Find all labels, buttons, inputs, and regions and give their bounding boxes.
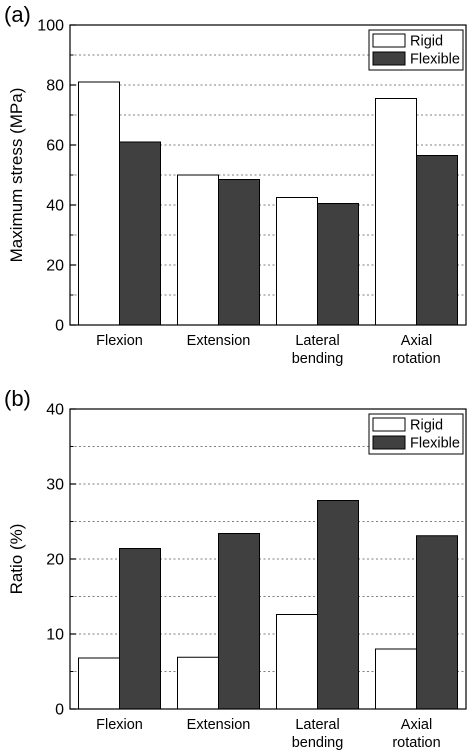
- category-label: Flexion: [96, 717, 143, 733]
- bar-flexible: [218, 533, 260, 710]
- panel-a: (a) Flexion Extension Lateral bending Axial ro…: [4, 2, 467, 367]
- legend-swatch-flexible: [372, 51, 406, 66]
- bar-flexible: [317, 203, 359, 326]
- legend-swatch-rigid: [372, 417, 406, 432]
- category-label: rotation: [392, 351, 440, 367]
- y-tick-label: 40: [46, 402, 64, 419]
- y-tick-label: 20: [46, 258, 64, 275]
- legend-box: [368, 29, 464, 71]
- bar-flexible: [416, 155, 458, 326]
- bar-rigid: [78, 81, 120, 326]
- bar-flexible: [119, 548, 161, 710]
- y-axis-title: Ratio (%): [7, 524, 26, 595]
- bar-flexible: [119, 141, 161, 326]
- bar-rigid: [276, 197, 318, 326]
- category-label: Extension: [187, 717, 251, 733]
- bar-flexible: [317, 500, 359, 710]
- y-tick-label: 10: [46, 627, 64, 644]
- category-label: Axial: [401, 717, 432, 733]
- y-tick-label: 20: [46, 552, 64, 569]
- category-label: bending: [292, 351, 344, 367]
- bar-rigid: [78, 657, 120, 710]
- legend-label: Flexible: [410, 436, 460, 452]
- legend-label: Rigid: [410, 34, 443, 50]
- y-axis-title: Maximum stress (MPa): [7, 88, 26, 263]
- category-label: Lateral: [295, 333, 339, 349]
- bar-flexible: [218, 179, 260, 326]
- category-label: bending: [292, 735, 344, 751]
- legend-label: Flexible: [410, 52, 460, 68]
- y-tick-label: 0: [55, 702, 64, 719]
- bar-flexible: [416, 535, 458, 710]
- y-tick-label: 40: [46, 198, 64, 215]
- y-tick-label: 80: [46, 78, 64, 95]
- category-label: Extension: [187, 333, 251, 349]
- panel-label: (b): [4, 386, 31, 411]
- bar-rigid: [177, 174, 219, 326]
- legend-swatch-rigid: [372, 33, 406, 48]
- y-tick-label: 0: [55, 318, 64, 335]
- category-label: Axial: [401, 333, 432, 349]
- category-label: Flexion: [96, 333, 143, 349]
- y-tick-label: 30: [46, 477, 64, 494]
- panel-label: (a): [4, 2, 31, 27]
- legend-label: Rigid: [410, 418, 443, 434]
- bar-rigid: [177, 656, 219, 710]
- panel-b: (b) Flexion Extension Lateral bending Axial ro…: [4, 386, 467, 751]
- bar-rigid: [276, 614, 318, 710]
- category-label: Lateral: [295, 717, 339, 733]
- y-tick-label: 100: [37, 18, 64, 35]
- legend-swatch-flexible: [372, 435, 406, 450]
- y-tick-label: 60: [46, 138, 64, 155]
- category-label: rotation: [392, 735, 440, 751]
- bar-rigid: [375, 98, 417, 326]
- bar-rigid: [375, 648, 417, 710]
